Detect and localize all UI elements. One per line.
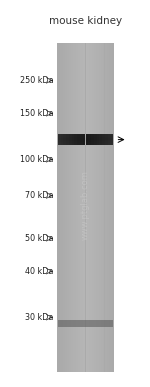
Bar — [85, 134, 88, 146]
Bar — [89, 43, 90, 372]
Bar — [72, 134, 74, 146]
Bar — [70, 43, 71, 372]
Bar — [86, 43, 87, 372]
Text: www.ptglab.com: www.ptglab.com — [81, 170, 90, 240]
Bar — [84, 43, 85, 372]
Bar — [103, 43, 105, 372]
Bar — [58, 139, 113, 140]
Bar — [58, 137, 113, 139]
Bar — [62, 43, 63, 372]
Bar — [72, 43, 73, 372]
Bar — [91, 43, 92, 372]
Bar — [76, 43, 77, 372]
Bar — [66, 43, 68, 372]
Bar — [58, 144, 113, 146]
Bar — [63, 43, 64, 372]
Bar — [110, 43, 111, 372]
Bar — [58, 134, 61, 146]
Bar — [75, 43, 76, 372]
Bar — [111, 43, 112, 372]
Bar — [77, 43, 78, 372]
Bar — [73, 43, 74, 372]
Bar — [65, 43, 66, 372]
Bar — [60, 43, 61, 372]
Bar — [99, 134, 102, 146]
Bar — [69, 134, 72, 146]
Bar — [106, 43, 107, 372]
Bar — [94, 134, 97, 146]
Bar — [83, 134, 86, 146]
Bar — [91, 134, 94, 146]
Bar — [102, 43, 103, 372]
Bar — [58, 320, 113, 327]
Bar — [98, 43, 99, 372]
Text: 70 kDa: 70 kDa — [25, 191, 53, 200]
Bar — [58, 141, 113, 142]
Bar — [59, 43, 60, 372]
Bar — [63, 134, 66, 146]
Bar — [82, 43, 83, 372]
Bar — [78, 43, 79, 372]
Bar — [58, 134, 113, 135]
Bar — [85, 43, 86, 372]
Bar — [90, 43, 91, 372]
Bar — [105, 43, 106, 372]
Bar — [64, 43, 65, 372]
Bar — [66, 134, 69, 146]
Bar — [74, 134, 77, 146]
Bar — [102, 134, 105, 146]
Bar — [112, 43, 113, 372]
Bar — [88, 134, 91, 146]
Bar — [96, 43, 97, 372]
Bar — [109, 43, 110, 372]
Text: 40 kDa: 40 kDa — [25, 267, 53, 276]
Bar — [58, 142, 113, 143]
Bar — [77, 134, 80, 146]
Bar — [87, 43, 88, 372]
Text: 30 kDa: 30 kDa — [25, 313, 53, 322]
Bar — [97, 134, 99, 146]
Bar — [58, 136, 113, 137]
Bar — [95, 43, 96, 372]
Bar — [57, 43, 114, 372]
Bar — [80, 43, 81, 372]
Bar — [94, 43, 95, 372]
Bar — [58, 140, 113, 141]
Bar — [71, 43, 72, 372]
Bar — [57, 43, 58, 372]
Bar — [74, 43, 75, 372]
Bar — [101, 43, 102, 372]
Bar — [88, 43, 89, 372]
Bar — [58, 43, 59, 372]
Bar — [58, 135, 113, 136]
Bar — [107, 43, 108, 372]
Bar — [61, 43, 62, 372]
Text: mouse kidney: mouse kidney — [49, 16, 122, 26]
Bar — [113, 43, 114, 372]
Bar — [108, 43, 109, 372]
Text: 150 kDa: 150 kDa — [20, 109, 53, 118]
Bar — [68, 43, 69, 372]
Text: 50 kDa: 50 kDa — [25, 234, 53, 243]
Bar — [80, 134, 83, 146]
Bar — [97, 43, 98, 372]
Bar — [85, 43, 86, 372]
Bar — [69, 43, 70, 372]
Bar — [58, 143, 113, 144]
Bar — [61, 134, 63, 146]
Bar — [108, 134, 110, 146]
Bar — [100, 43, 101, 372]
Bar — [81, 43, 82, 372]
Bar — [99, 43, 100, 372]
Bar — [110, 134, 113, 146]
Bar — [105, 134, 108, 146]
Bar — [93, 43, 94, 372]
Bar — [83, 43, 84, 372]
Bar — [92, 43, 93, 372]
Bar — [79, 43, 80, 372]
Text: 100 kDa: 100 kDa — [20, 155, 53, 164]
Text: 250 kDa: 250 kDa — [20, 76, 53, 85]
